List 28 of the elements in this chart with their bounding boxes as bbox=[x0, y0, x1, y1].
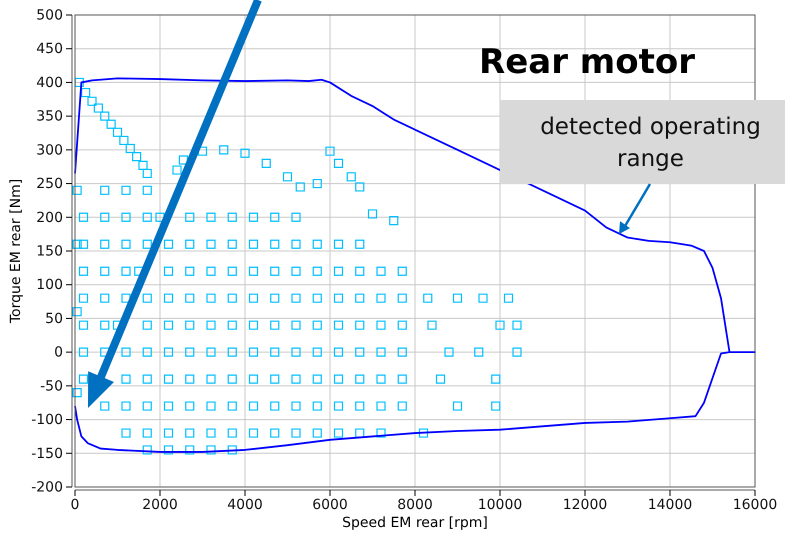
y-tick-label: 0 bbox=[54, 344, 63, 361]
text: Rear motor bbox=[479, 42, 696, 82]
annotation: detected operating range bbox=[540, 114, 761, 172]
y-tick-label: 250 bbox=[36, 176, 63, 192]
y-tick-label: 500 bbox=[36, 7, 63, 24]
x-tick-label: 8000 bbox=[397, 496, 433, 513]
y-tick-label: 450 bbox=[36, 41, 63, 58]
y-tick-label: -150 bbox=[31, 446, 63, 462]
y-tick-label: -200 bbox=[31, 479, 63, 496]
y-tick-label: 100 bbox=[36, 277, 63, 294]
x-tick-label: 4000 bbox=[227, 496, 263, 513]
y-tick-label: 150 bbox=[36, 243, 63, 260]
x-tick-label: 14000 bbox=[648, 496, 692, 513]
y-tick-label: 300 bbox=[36, 142, 63, 158]
x-tick-label: 0 bbox=[70, 496, 80, 513]
x-tick-label: 2000 bbox=[142, 496, 178, 513]
y-tick-label: -100 bbox=[31, 412, 63, 428]
x-tick-label: 12000 bbox=[562, 496, 608, 513]
y-tick-label: 50 bbox=[45, 310, 63, 327]
x-tick-label: 10000 bbox=[478, 496, 522, 513]
x-tick-label: 16000 bbox=[732, 496, 778, 513]
y-tick-label: 200 bbox=[36, 210, 63, 226]
y-tick-label: 350 bbox=[36, 108, 63, 125]
x-tick-label: 6000 bbox=[312, 496, 348, 513]
x-axis-title: Speed EM rear [rpm] bbox=[342, 515, 488, 531]
y-tick-label: 400 bbox=[36, 74, 63, 91]
y-axis-title: Torque EM rear [Nm] bbox=[8, 178, 24, 324]
y-tick-label: -50 bbox=[40, 378, 63, 394]
